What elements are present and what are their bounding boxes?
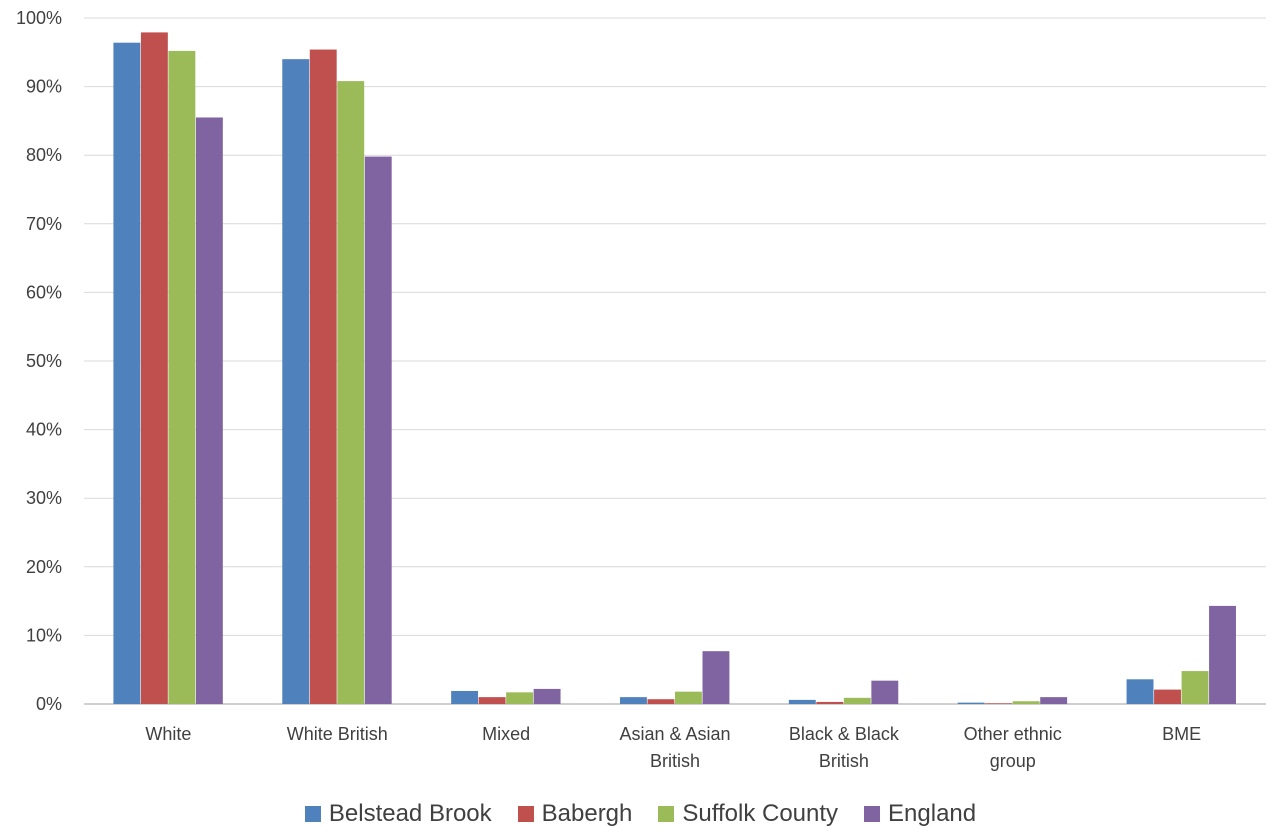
x-tick-label: group [990,751,1036,771]
bar [195,117,223,705]
x-tick-label: BME [1162,724,1201,744]
bar [364,156,392,704]
bar-chart: 0% 10% 20% 30% 40% 50% 60% 70% 80% 90% 100% White Wh… [16,8,1266,771]
bar [1154,689,1181,704]
legend-swatch [658,806,675,822]
bar [506,692,534,704]
bar [816,701,844,704]
bar [451,690,479,704]
x-tick-label: Black & Black [789,724,900,744]
bar [843,697,871,704]
y-tick-label: 70% [26,214,62,234]
y-tick-label: 20% [26,557,62,577]
legend: Belstead Brook Babergh Suffolk County Engla… [0,800,1281,828]
x-tick-label: White [145,724,191,744]
y-tick-label: 80% [26,145,62,165]
y-tick-label: 100% [16,8,62,28]
legend-label: Suffolk County [682,800,839,827]
bar [113,42,141,705]
x-tick-label: British [650,751,700,771]
bar [1012,701,1040,704]
bar [1181,671,1209,704]
y-tick-label: 60% [26,282,62,302]
bar [675,691,702,704]
bar [957,702,985,704]
x-tick-label: Asian & Asian [619,724,730,744]
y-tick-label: 40% [26,420,62,440]
bar [309,49,337,704]
legend-item: Suffolk County [658,800,838,828]
legend-label: Babergh [541,800,633,827]
y-tick-label: 90% [26,77,62,97]
bar [985,703,1013,704]
bar [168,50,196,705]
x-tick-label: White British [287,724,388,744]
legend-swatch [517,806,534,822]
legend-item: England [864,800,976,828]
bar [1126,679,1154,704]
y-tick-label: 10% [26,625,62,645]
legend-swatch [304,806,321,822]
bar [140,32,168,704]
bar [282,59,310,705]
legend-swatch [864,806,881,822]
legend-label: Belstead Brook [328,800,492,827]
y-tick-label: 0% [36,694,62,714]
bar [702,651,730,704]
bar [337,81,365,704]
x-tick-label: British [819,751,869,771]
bar [871,680,899,704]
bar [478,697,506,704]
legend-item: Babergh [517,800,633,828]
legend-label: England [888,800,977,827]
bar [788,699,816,704]
x-tick-label: Mixed [482,724,530,744]
bar [1209,605,1236,704]
legend-item: Belstead Brook [304,800,492,828]
bar [647,699,675,704]
y-tick-label: 50% [26,351,62,371]
y-tick-label: 30% [26,488,62,508]
bar [620,697,647,704]
x-tick-label: Other ethnic [964,724,1062,744]
bar [533,688,561,704]
bar [1040,697,1068,704]
